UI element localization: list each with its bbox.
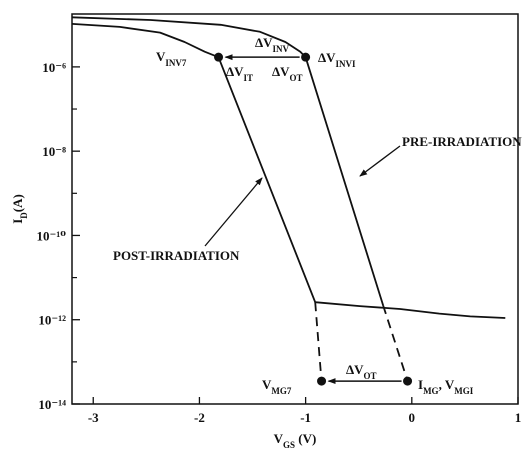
text-part: ΔV	[226, 64, 244, 79]
y-tick-label: 10⁻¹²	[38, 313, 66, 328]
y-tick-label: 10⁻⁸	[42, 144, 66, 159]
y-tick-label: 10⁻¹⁴	[38, 397, 66, 412]
text-part: I	[10, 219, 25, 224]
text-part: I	[418, 377, 423, 392]
subscript: OT	[364, 371, 377, 381]
subscript: MGI	[454, 386, 473, 396]
point	[317, 376, 327, 386]
point	[403, 376, 413, 386]
x-tick-label: -3	[88, 410, 99, 425]
text-part: ΔV	[272, 64, 290, 79]
annotation: POST-IRRADIATION	[113, 248, 240, 263]
x-tick-label: -1	[300, 410, 311, 425]
annotation: PRE-IRRADIATION	[402, 134, 522, 149]
y-tick-label: 10⁻¹⁰	[37, 228, 67, 243]
subscript: GS	[283, 440, 295, 450]
text-part: POST-IRRADIATION	[113, 248, 240, 263]
annotation: IMG, VMGI	[418, 377, 474, 396]
annotation: ΔVOT	[346, 362, 377, 381]
x-tick-label: 0	[409, 410, 416, 425]
post-pointer	[204, 177, 263, 247]
annotation: ΔVIT	[226, 64, 253, 83]
text-part: , V	[439, 377, 455, 392]
subscript: MG	[423, 386, 439, 396]
annotation: VINV7	[156, 49, 187, 68]
subscript: MG7	[271, 386, 291, 396]
point	[214, 52, 224, 62]
annotation: ΔVOT	[272, 64, 303, 83]
subscript: INVI	[336, 59, 357, 69]
text-part: (V)	[295, 431, 316, 446]
annotation: ΔVINVI	[318, 50, 356, 69]
text-part: ΔV	[318, 50, 336, 65]
subscript: INV7	[165, 58, 187, 68]
annotation: ΔVINV	[255, 35, 290, 54]
x-tick-label: -2	[194, 410, 205, 425]
text-part: (A)	[10, 194, 25, 212]
y-tick-label: 10⁻⁶	[42, 60, 66, 75]
subscript: IT	[244, 73, 254, 83]
annotation: VMG7	[262, 377, 292, 396]
subscript: OT	[290, 73, 303, 83]
x-axis-label: VGS (V)	[274, 431, 317, 450]
pre-pointer	[359, 145, 401, 177]
text-part: V	[262, 377, 272, 392]
text-part: V	[274, 431, 284, 446]
curve	[71, 23, 506, 319]
text-part: ΔV	[346, 362, 364, 377]
text-part: PRE-IRRADIATION	[402, 134, 522, 149]
curve	[382, 305, 409, 382]
text-part: V	[156, 49, 166, 64]
curve	[314, 302, 323, 382]
y-axis-label: ID(A)	[10, 194, 29, 224]
plot-frame	[71, 13, 519, 405]
point	[301, 52, 311, 62]
subscript: INV	[273, 44, 290, 54]
text-part: ΔV	[255, 35, 273, 50]
x-tick-label: 1	[515, 410, 522, 425]
subscript: D	[19, 212, 29, 219]
